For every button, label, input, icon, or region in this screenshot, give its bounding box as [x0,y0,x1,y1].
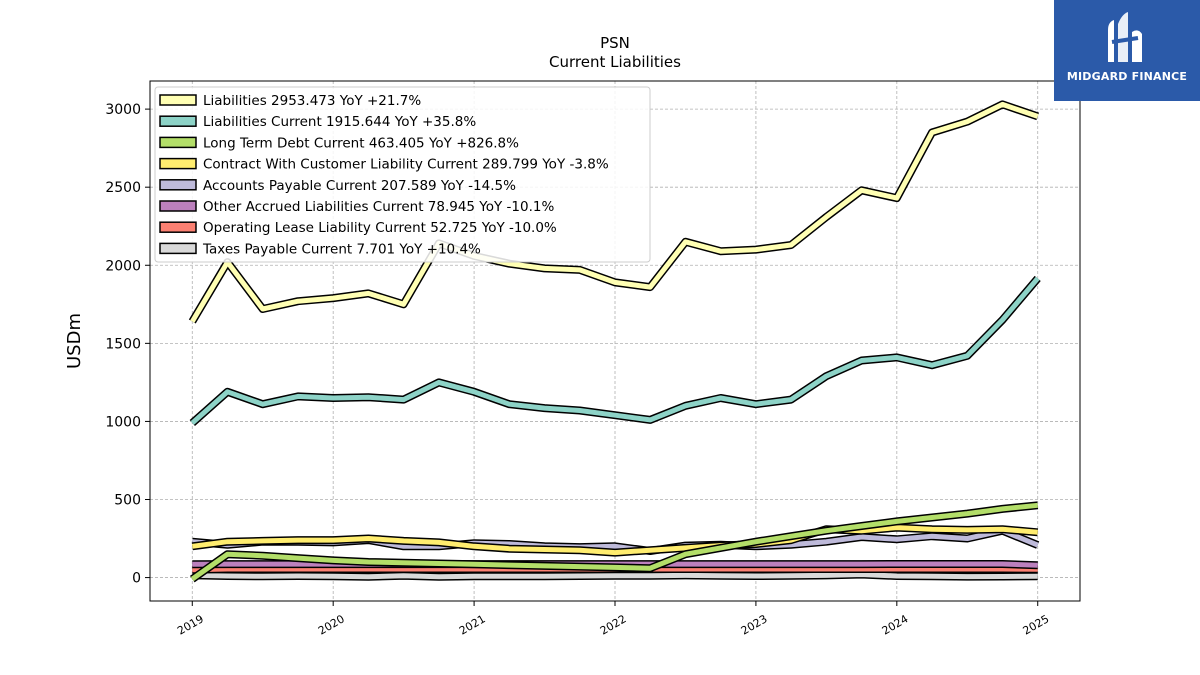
x-tick-label: 2020 [316,612,347,637]
legend-swatch-2 [159,115,197,127]
legend-swatch-7 [159,221,197,233]
x-tick-label: 2025 [1021,612,1052,637]
legend-swatch-8 [159,242,197,255]
y-tick-label: 2500 [105,180,141,196]
x-tick-label: 2019 [175,612,206,637]
legend-swatch-1 [159,94,197,106]
legend-entry-8: Taxes Payable Current 7.701 YoY +10.4% [202,241,481,257]
series-line-4 [191,525,1038,556]
y-tick-label: 3000 [105,102,141,118]
legend-box [154,86,651,263]
y-tick-label: 2000 [105,258,141,274]
chart-subtitle: Current Liabilities [549,53,681,71]
midgard-logo-icon [1108,12,1142,62]
legend: Liabilities 2953.473 YoY +21.7% Liabiliti… [154,86,651,263]
y-tick-label: 500 [114,492,141,508]
legend-entry-6: Other Accrued Liabilities Current 78.945… [203,199,554,215]
legend-swatch-4 [159,157,197,170]
x-tick-label: 2024 [880,612,911,637]
series-line-1 [190,101,1039,323]
y-axis-label: USDm [64,313,85,369]
legend-swatch-6 [159,200,197,212]
brand-name: MIDGARD FINANCE [1066,70,1188,83]
y-tick-label: 0 [132,571,141,587]
x-tick-label: 2021 [457,612,488,637]
legend-entry-4: Contract With Customer Liability Current… [203,157,609,173]
legend-entry-5: Accounts Payable Current 207.589 YoY -14… [203,178,516,194]
y-tick-label: 1500 [105,336,141,352]
legend-swatch-3 [159,136,197,149]
chart-title: PSN [600,34,630,52]
legend-entry-7: Operating Lease Liability Current 52.725… [203,220,557,236]
series-line-3 [190,502,1038,582]
series-line-8 [192,572,1038,580]
series-line-2 [190,276,1040,425]
y-tick-label: 1000 [105,414,141,430]
x-tick-label: 2022 [598,612,629,637]
legend-entry-3: Long Term Debt Current 463.405 YoY +826.… [203,135,519,151]
legend-entry-1: Liabilities 2953.473 YoY +21.7% [203,93,421,109]
legend-entry-2: Liabilities Current 1915.644 YoY +35.8% [203,114,476,130]
brand-logo: MIDGARD FINANCE [1054,0,1200,101]
x-tick-label: 2023 [739,612,770,637]
legend-swatch-5 [159,179,197,191]
